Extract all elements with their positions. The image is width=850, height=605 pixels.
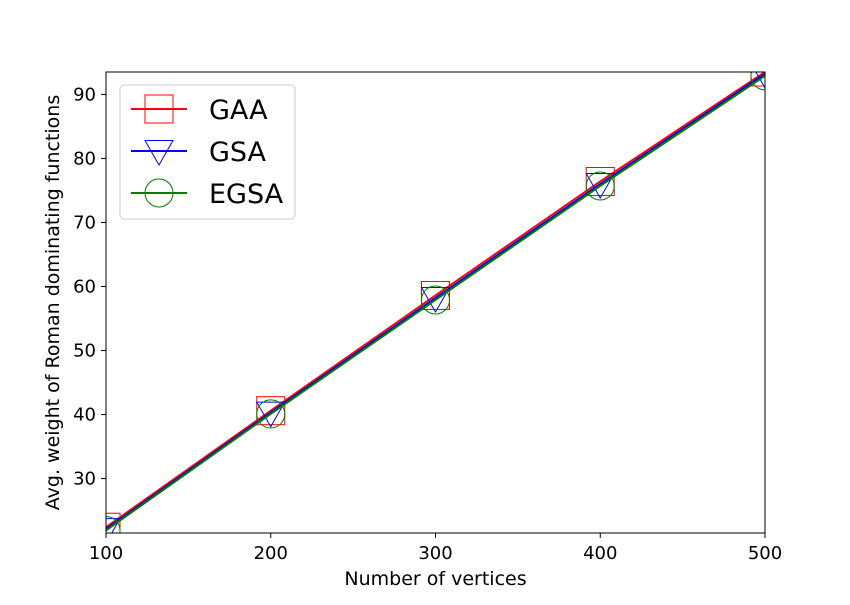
series-line-gaa <box>106 72 765 529</box>
x-tick-label: 300 <box>418 543 452 564</box>
legend-entry-gsa: GSA <box>131 137 267 168</box>
x-axis-label: Number of vertices <box>344 568 526 590</box>
x-tick-label: 400 <box>583 543 617 564</box>
data-point-gaa <box>585 166 615 196</box>
data-point-egsa <box>421 285 450 315</box>
x-tick-label: 500 <box>748 543 782 564</box>
series-line-gsa <box>106 73 765 530</box>
legend-label-gaa: GAA <box>209 95 268 126</box>
data-point-egsa <box>256 399 286 429</box>
data-point-gaa <box>421 280 450 310</box>
x-tick-label: 200 <box>254 543 288 564</box>
y-axis-ticks: 30 40 50 60 70 80 90 <box>73 84 106 490</box>
legend-marker-egsa <box>144 178 174 208</box>
data-point-gsa <box>420 287 451 314</box>
x-tick-label: 100 <box>89 543 123 564</box>
x-axis-ticks: 100 200 300 400 500 <box>89 533 782 564</box>
y-tick-label: 90 <box>73 84 96 105</box>
y-tick-label: 50 <box>73 341 96 362</box>
data-point-gsa <box>106 518 121 533</box>
y-tick-label: 80 <box>73 148 96 169</box>
data-point-egsa <box>585 171 615 201</box>
data-point-gsa <box>755 72 765 89</box>
series-egsa <box>106 72 765 533</box>
legend-entry-gaa: GAA <box>131 94 268 126</box>
series-gsa <box>106 72 765 533</box>
y-axis-label: Avg. weight of Roman dominating function… <box>42 95 64 510</box>
data-point-egsa <box>106 515 121 533</box>
legend-marker-gaa <box>144 94 174 124</box>
legend-entry-egsa: EGSA <box>131 178 284 210</box>
legend: GAA GSA EGSA <box>119 84 296 220</box>
data-point-gsa <box>585 173 616 200</box>
series-line-egsa <box>106 75 765 532</box>
data-point-gsa <box>255 401 286 428</box>
y-tick-label: 60 <box>73 276 96 297</box>
legend-label-gsa: GSA <box>209 137 267 168</box>
y-tick-label: 40 <box>73 405 96 426</box>
data-point-egsa <box>750 72 765 91</box>
y-tick-label: 70 <box>73 212 96 233</box>
series-layer <box>106 72 765 533</box>
legend-marker-gsa <box>144 140 174 167</box>
legend-box <box>119 84 296 220</box>
legend-label-egsa: EGSA <box>209 179 284 210</box>
y-tick-label: 30 <box>73 469 96 490</box>
